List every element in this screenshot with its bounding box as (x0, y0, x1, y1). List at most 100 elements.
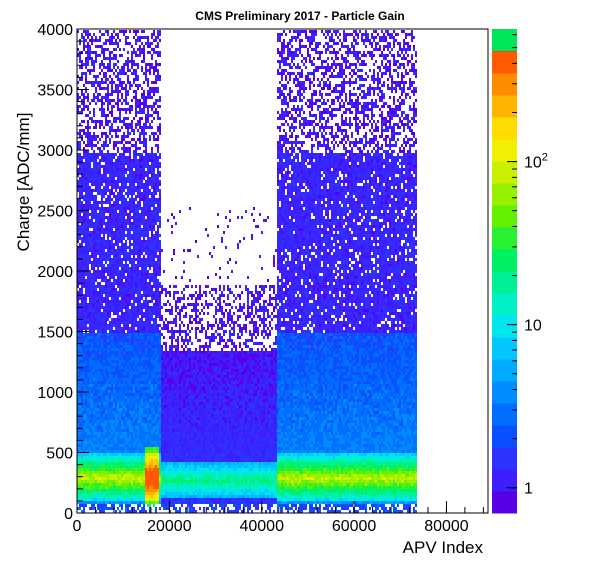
heatmap-cell (129, 207, 131, 210)
heatmap-cell (147, 201, 149, 204)
heatmap-cell (101, 51, 103, 54)
heatmap-cell (109, 336, 111, 339)
heatmap-cell (147, 414, 149, 417)
heatmap-cell (119, 354, 121, 357)
heatmap-cell (123, 63, 125, 66)
heatmap-cell (101, 417, 103, 420)
heatmap-cell (101, 324, 103, 327)
heatmap-cell (91, 414, 93, 417)
heatmap-cell (143, 501, 145, 504)
heatmap-cell (117, 495, 119, 498)
heatmap-cell (145, 492, 147, 495)
heatmap-cell (79, 507, 81, 510)
heatmap-cell (95, 444, 97, 447)
heatmap-cell (79, 168, 81, 171)
heatmap-cell (145, 153, 147, 156)
heatmap-cell (125, 462, 127, 465)
heatmap-cell (99, 432, 101, 435)
heatmap-cell (133, 360, 135, 363)
heatmap-cell (143, 144, 145, 147)
heatmap-cell (83, 459, 85, 462)
heatmap-cell (139, 234, 141, 237)
heatmap-cell (107, 411, 109, 414)
heatmap-cell (81, 168, 83, 171)
heatmap-cell (147, 339, 149, 342)
heatmap-cell (123, 219, 125, 222)
heatmap-cell (117, 441, 119, 444)
heatmap-cell (95, 189, 97, 192)
heatmap-cell (139, 297, 141, 300)
heatmap-cell (143, 399, 145, 402)
heatmap-cell (109, 498, 111, 501)
heatmap-cell (91, 441, 93, 444)
heatmap-cell (95, 156, 97, 159)
heatmap-cell (117, 249, 119, 252)
heatmap-cell (139, 483, 141, 486)
heatmap-cell (93, 174, 95, 177)
heatmap-cell (97, 189, 99, 192)
heatmap-cell (129, 216, 131, 219)
heatmap-cell (121, 441, 123, 444)
heatmap-cell (87, 486, 89, 489)
heatmap-cell (141, 156, 143, 159)
heatmap-cell (93, 324, 95, 327)
heatmap-cell (117, 303, 119, 306)
heatmap-cell (83, 213, 85, 216)
heatmap-cell (77, 207, 79, 210)
heatmap-cell (141, 372, 143, 375)
heatmap-cell (129, 177, 131, 180)
heatmap-cell (131, 411, 133, 414)
heatmap-cell (129, 192, 131, 195)
heatmap-cell (127, 36, 129, 39)
heatmap-cell (91, 231, 93, 234)
heatmap-cell (129, 225, 131, 228)
heatmap-cell (145, 318, 147, 321)
heatmap-cell (111, 450, 113, 453)
heatmap-cell (127, 288, 129, 291)
heatmap-cell (77, 447, 79, 450)
heatmap-cell (91, 330, 93, 333)
heatmap-cell (143, 474, 145, 477)
heatmap-cell (127, 375, 129, 378)
heatmap-cell (95, 210, 97, 213)
heatmap-cell (85, 132, 87, 135)
heatmap-cell (117, 417, 119, 420)
heatmap-cell (95, 375, 97, 378)
heatmap-cell (131, 390, 133, 393)
heatmap-cell (109, 279, 111, 282)
heatmap-cell (125, 327, 127, 330)
heatmap-cell (113, 255, 115, 258)
heatmap-cell (77, 204, 79, 207)
heatmap-cell (135, 252, 137, 255)
heatmap-cell (101, 456, 103, 459)
heatmap-cell (99, 312, 101, 315)
heatmap-cell (145, 42, 147, 45)
heatmap-cell (103, 141, 105, 144)
heatmap-cell (99, 120, 101, 123)
heatmap-cell (93, 429, 95, 432)
heatmap-cell (129, 348, 131, 351)
heatmap-cell (119, 330, 121, 333)
heatmap-cell (123, 423, 125, 426)
heatmap-cell (95, 87, 97, 90)
heatmap-cell (125, 264, 127, 267)
heatmap-cell (81, 300, 83, 303)
heatmap-cell (113, 54, 115, 57)
heatmap-cell (81, 156, 83, 159)
heatmap-cell (79, 234, 81, 237)
heatmap-cell (131, 84, 133, 87)
heatmap-cell (139, 204, 141, 207)
heatmap-cell (127, 507, 129, 510)
heatmap-cell (99, 321, 101, 324)
heatmap-cell (127, 204, 129, 207)
heatmap-cell (81, 369, 83, 372)
heatmap-cell (103, 420, 105, 423)
heatmap-cell (145, 291, 147, 294)
heatmap-cell (121, 207, 123, 210)
heatmap-cell (85, 360, 87, 363)
heatmap-cell (91, 171, 93, 174)
heatmap-cell (91, 411, 93, 414)
heatmap-cell (139, 414, 141, 417)
heatmap-cell (137, 276, 139, 279)
heatmap-cell (119, 189, 121, 192)
